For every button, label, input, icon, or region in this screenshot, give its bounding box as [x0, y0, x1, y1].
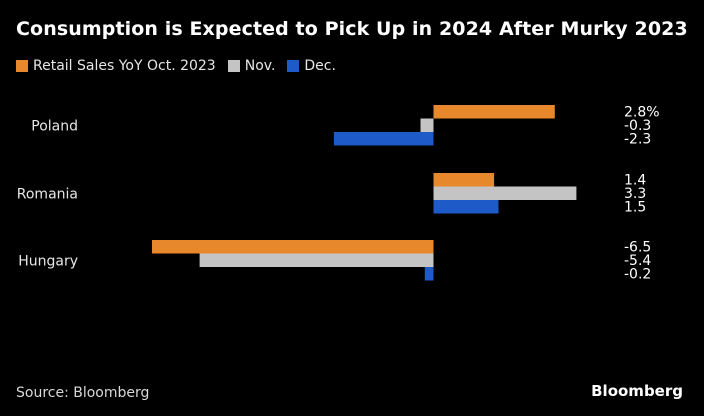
- legend-label-oct: Retail Sales YoY Oct. 2023: [33, 58, 216, 74]
- bar-hungary-2: [424, 267, 434, 281]
- legend-swatch-dec: [287, 60, 300, 72]
- chart-title: Consumption is Expected to Pick Up in 20…: [16, 18, 688, 40]
- category-label-romania: Romania: [17, 186, 78, 202]
- value-label-hungary-0: -6.5: [624, 240, 651, 256]
- bar-hungary-0: [152, 240, 434, 254]
- legend-item-oct: Retail Sales YoY Oct. 2023: [16, 58, 216, 74]
- bar-poland-2: [333, 132, 434, 146]
- category-label-hungary: Hungary: [18, 253, 78, 269]
- bar-poland-1: [420, 118, 434, 132]
- legend-swatch-nov: [227, 60, 240, 72]
- legend-label-nov: Nov.: [244, 58, 276, 74]
- value-label-poland-2: -2.3: [624, 132, 651, 148]
- bar-romania-0: [433, 173, 495, 187]
- category-label-poland: Poland: [31, 118, 78, 134]
- bar-romania-1: [433, 186, 577, 200]
- value-label-poland-1: -0.3: [624, 118, 651, 134]
- bar-poland-0: [433, 105, 555, 119]
- bar-romania-2: [433, 200, 499, 214]
- value-label-poland-0: 2.8%: [624, 105, 660, 121]
- value-label-romania-1: 3.3: [624, 186, 646, 202]
- legend-item-dec: Dec.: [287, 58, 336, 74]
- legend-item-nov: Nov.: [227, 58, 276, 74]
- bloomberg-logo: Bloomberg: [591, 382, 683, 400]
- legend: Retail Sales YoY Oct. 2023 Nov. Dec.: [16, 58, 348, 74]
- bar-hungary-1: [199, 253, 434, 267]
- source-note: Source: Bloomberg: [16, 385, 150, 401]
- legend-label-dec: Dec.: [304, 58, 336, 74]
- value-label-romania-2: 1.5: [624, 200, 646, 216]
- value-label-hungary-1: -5.4: [624, 253, 651, 269]
- value-label-romania-0: 1.4: [624, 173, 646, 189]
- value-label-hungary-2: -0.2: [624, 267, 651, 283]
- legend-swatch-oct: [16, 60, 28, 72]
